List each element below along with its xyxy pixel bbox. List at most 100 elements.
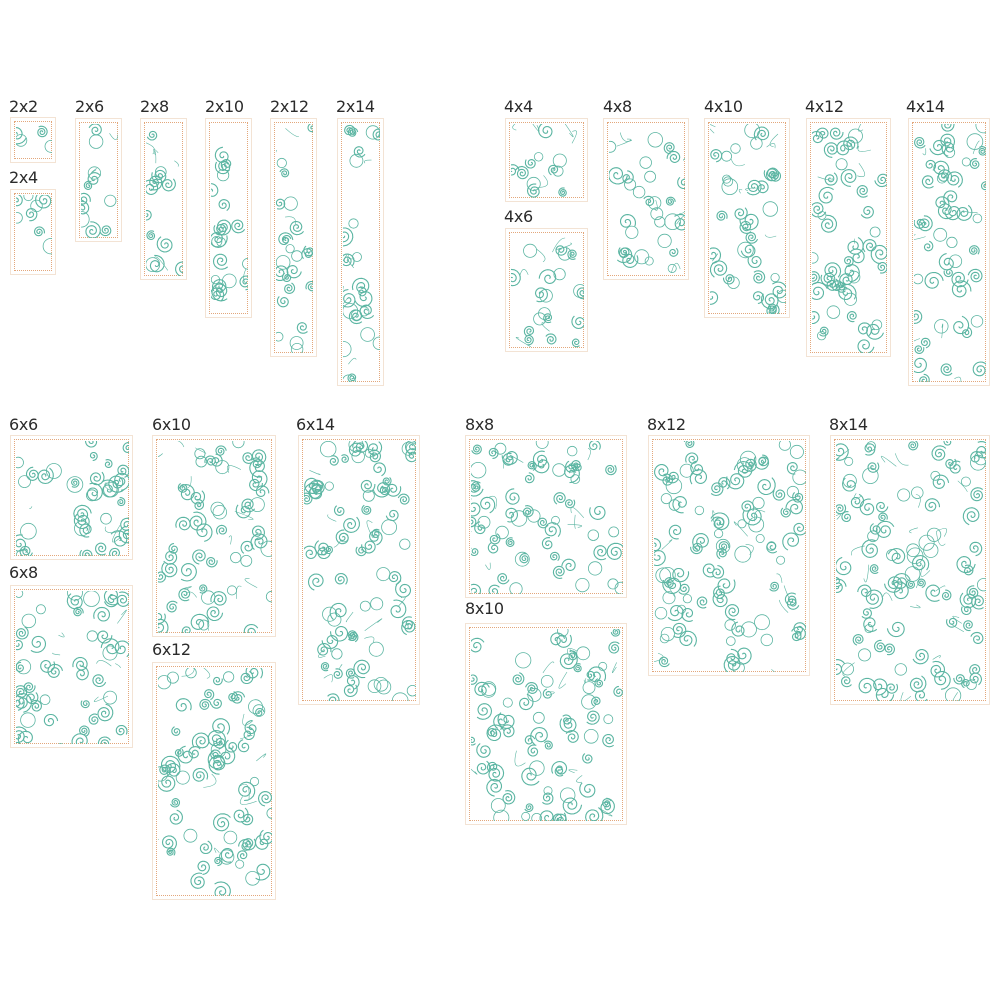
circle-motif [737,241,754,259]
swirl-pattern [16,125,52,153]
spiral-motif [368,449,382,463]
circle-motif [654,216,666,228]
spiral-motif [351,277,370,294]
circle-motif [217,169,230,182]
spiral-motif [515,165,529,180]
spiral-motif [937,169,953,182]
size-label: 2x12 [270,97,309,116]
spiral-motif [678,583,690,595]
spiral-motif [116,591,129,607]
circle-motif [250,497,265,512]
spiral-motif [204,455,216,466]
spiral-motif [654,538,662,556]
circle-motif [223,830,238,845]
spiral-motif [114,472,129,491]
vine-motif [146,142,155,155]
spiral-motif [538,269,557,284]
vine-motif [654,652,664,662]
spiral-motif [943,268,953,278]
spiral-motif [844,256,854,268]
spiral-motif [471,481,481,492]
size-label: 8x10 [465,599,504,618]
spiral-motif [886,621,905,638]
vine-motif [576,775,583,783]
spiral-motif [333,505,345,516]
spiral-motif [344,124,356,136]
spiral-motif [550,632,566,646]
circle-motif [242,258,248,270]
size-label: 4x6 [504,207,533,226]
spiral-motif [782,532,800,551]
circle-motif [331,648,343,660]
spiral-motif [658,656,670,668]
spiral-motif [73,504,92,522]
spiral-motif [672,567,690,583]
spiral-motif [541,537,553,550]
spiral-motif [369,530,383,546]
vine-motif [857,163,866,177]
size-label: 4x14 [906,97,945,116]
spiral-motif [757,477,776,496]
spiral-motif [824,262,842,278]
circle-motif [20,522,37,540]
spiral-motif [980,181,986,191]
spiral-motif [866,323,884,340]
vine-motif [104,526,120,533]
spiral-motif [214,881,231,896]
spiral-motif [251,457,262,469]
vine-motif [915,494,921,508]
circle-motif [276,255,291,270]
circle-motif [39,694,51,705]
circle-motif [576,646,591,661]
circle-motif [914,273,924,285]
spiral-motif [874,173,887,188]
hoop-border [79,122,118,238]
vine-motif [93,695,109,702]
spiral-motif [862,239,877,253]
spiral-motif [941,124,955,132]
spiral-motif [914,136,926,149]
circle-motif [276,331,284,342]
swirl-pattern [146,130,183,276]
vine-motif [112,524,121,543]
circle-motif [760,633,774,647]
spiral-motif [972,361,986,377]
circle-motif [216,237,226,247]
spiral-motif [555,245,568,256]
spiral-motif [327,693,340,701]
circle-motif [324,481,334,491]
spiral-motif [194,498,205,510]
circle-motif [906,543,920,557]
spiral-motif [174,748,184,757]
spiral-motif [943,190,958,204]
embroidery-design-frame [10,189,56,275]
embroidery-design-frame [505,228,588,352]
vine-motif [952,615,962,624]
spiral-motif [839,273,853,289]
spiral-motif [92,674,107,688]
circle-motif [471,462,487,479]
circle-motif [100,512,112,525]
circle-motif [195,455,208,468]
spiral-motif [519,693,534,711]
spiral-motif [608,641,620,654]
circle-motif [750,137,763,150]
spiral-motif [815,127,829,139]
spiral-motif [85,221,101,238]
circle-motif [552,153,567,168]
vine-motif [244,578,258,588]
vine-motif [710,124,716,134]
spiral-motif [352,441,369,453]
spiral-motif [747,255,762,269]
spiral-motif [836,576,843,588]
spiral-motif [210,698,222,709]
circle-motif [526,176,541,191]
spiral-motif [95,542,107,556]
spiral-motif [859,498,875,516]
vine-motif [471,768,478,775]
spiral-motif [857,322,872,336]
circle-motif [961,157,971,167]
size-label: 8x14 [829,415,868,434]
vine-motif [954,376,962,382]
circle-motif [381,519,397,536]
